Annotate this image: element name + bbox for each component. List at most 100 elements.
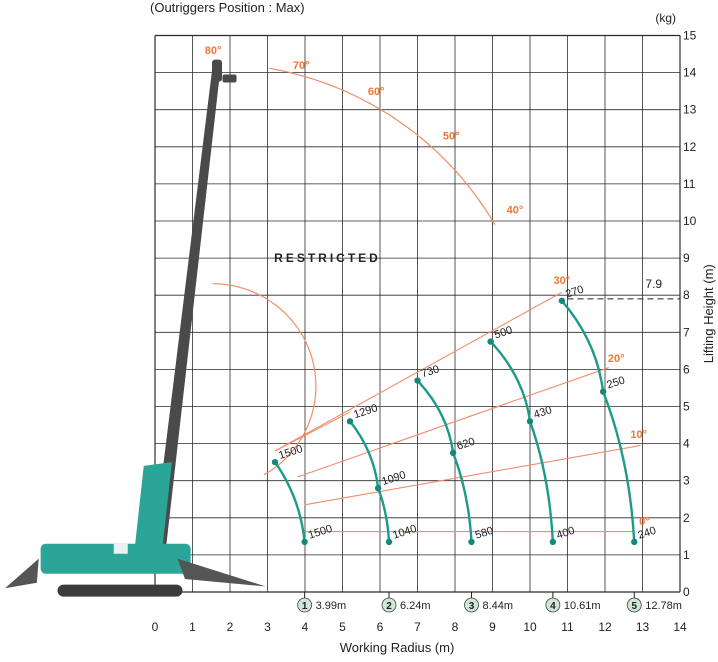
radius-marker-number: 5 bbox=[631, 601, 637, 612]
boom-angle-label: 60° bbox=[368, 86, 385, 98]
y-tick-label: 7 bbox=[683, 325, 690, 339]
load-curve-1 bbox=[274, 461, 306, 543]
load-value-label: 1040 bbox=[391, 523, 418, 542]
y-tick-label: 14 bbox=[683, 66, 697, 80]
y-tick-label: 5 bbox=[683, 400, 690, 414]
crane-illustration bbox=[5, 59, 266, 597]
load-value-label: 270 bbox=[564, 284, 585, 301]
boom-angle-label: 30° bbox=[554, 275, 571, 287]
angle-line bbox=[274, 291, 563, 452]
crane-body bbox=[40, 543, 191, 574]
load-curve-5 bbox=[560, 300, 636, 542]
radius-marker-label: 3.99m bbox=[316, 600, 347, 612]
radius-marker-label: 12.78m bbox=[645, 600, 682, 612]
load-value-label: 1290 bbox=[352, 402, 379, 421]
x-tick-label: 12 bbox=[598, 620, 612, 634]
load-point bbox=[346, 418, 354, 425]
labels: 0 1 2 3 4 5 6 7 8 9 10 11 12 13 1401234567891011121314… bbox=[152, 11, 716, 655]
crane-window bbox=[113, 543, 128, 554]
envelope-inner-arc bbox=[212, 283, 317, 476]
crane-boom-base bbox=[134, 462, 172, 552]
load-point bbox=[631, 538, 638, 546]
load-point bbox=[449, 449, 457, 457]
load-point bbox=[558, 297, 566, 304]
load-value-label: 250 bbox=[605, 374, 626, 391]
x-tick-label: 9 bbox=[489, 620, 496, 634]
y-tick-label: 2 bbox=[683, 511, 690, 525]
radius-marker-label: 10.61m bbox=[564, 600, 601, 612]
y-axis-label: Lifting Height (m) bbox=[701, 264, 716, 363]
x-tick-label: 6 bbox=[377, 620, 384, 634]
x-tick-label: 11 bbox=[561, 620, 574, 634]
x-tick-label: 13 bbox=[636, 620, 650, 634]
y-tick-label: 6 bbox=[683, 362, 690, 376]
y-tick-label: 8 bbox=[683, 288, 690, 302]
x-tick-label: 10 bbox=[523, 620, 537, 634]
load-value-label: 500 bbox=[493, 324, 514, 341]
crane-track bbox=[57, 584, 183, 597]
radius-marker-number: 4 bbox=[550, 601, 556, 612]
load-value-label: 1090 bbox=[380, 469, 407, 488]
y-tick-label: 12 bbox=[683, 140, 697, 154]
load-curves bbox=[271, 297, 638, 546]
load-point bbox=[468, 538, 475, 546]
load-value-label: 580 bbox=[474, 525, 495, 542]
radius-marker-label: 8.44m bbox=[483, 600, 514, 612]
crane-hook-block bbox=[222, 74, 237, 83]
y-tick-label: 0 bbox=[683, 585, 690, 599]
x-tick-label: 3 bbox=[264, 620, 271, 634]
load-point bbox=[374, 484, 382, 492]
boom-angle-label: 40° bbox=[507, 205, 524, 217]
angle-line bbox=[304, 444, 641, 506]
load-point bbox=[301, 538, 308, 546]
load-value-label: 620 bbox=[455, 436, 476, 453]
load-value-label: 430 bbox=[532, 404, 553, 421]
x-tick-label: 14 bbox=[673, 620, 687, 634]
x-tick-label: 1 bbox=[189, 620, 196, 634]
radius-marker-label: 6.24m bbox=[400, 600, 431, 612]
load-curve-4 bbox=[489, 340, 555, 542]
boom-angle-label: 10° bbox=[630, 429, 647, 441]
radius-marker-badge bbox=[464, 597, 479, 613]
radius-marker-badge bbox=[545, 597, 561, 613]
crane-outrigger-right bbox=[177, 558, 266, 587]
y-tick-label: 1 bbox=[683, 548, 690, 562]
radius-marker-number: 1 bbox=[302, 601, 308, 612]
x-tick-label: 0 bbox=[152, 620, 159, 634]
load-point bbox=[385, 538, 393, 546]
boom-angle-label: 80° bbox=[205, 45, 222, 57]
boom-angle-label: 20° bbox=[608, 353, 625, 365]
x-tick-label: 7 bbox=[414, 620, 421, 634]
envelope bbox=[212, 67, 641, 533]
load-point bbox=[599, 388, 607, 395]
load-point bbox=[271, 458, 279, 466]
radius-marker-badge bbox=[626, 597, 642, 613]
x-tick-label: 5 bbox=[339, 620, 346, 634]
radius-marker-number: 2 bbox=[386, 601, 392, 612]
y-tick-label: 11 bbox=[683, 177, 696, 191]
unit-label: (kg) bbox=[655, 11, 676, 25]
load-value-label: 240 bbox=[636, 525, 657, 542]
load-value-label: 400 bbox=[555, 525, 576, 542]
radius-marker-number: 3 bbox=[469, 601, 475, 612]
envelope-connector bbox=[274, 411, 351, 452]
load-point bbox=[414, 377, 421, 384]
x-tick-label: 8 bbox=[452, 620, 459, 634]
max-height-label: 7.9 bbox=[645, 277, 662, 291]
y-tick-label: 9 bbox=[683, 251, 690, 265]
load-value-label: 1500 bbox=[307, 523, 334, 542]
boom-angle-label: 50° bbox=[443, 130, 460, 142]
y-tick-label: 15 bbox=[683, 29, 697, 43]
x-axis-label: Working Radius (m) bbox=[340, 640, 455, 655]
x-tick-label: 4 bbox=[302, 620, 309, 634]
load-point bbox=[549, 538, 557, 546]
angle-line bbox=[297, 367, 609, 478]
envelope-outer-arc bbox=[268, 67, 496, 226]
radius-marker-badge bbox=[297, 597, 313, 613]
crane-boom-tip bbox=[212, 59, 222, 82]
x-tick-label: 2 bbox=[227, 620, 234, 634]
y-tick-label: 13 bbox=[683, 103, 697, 117]
boom-angle-label: 0° bbox=[639, 516, 650, 528]
